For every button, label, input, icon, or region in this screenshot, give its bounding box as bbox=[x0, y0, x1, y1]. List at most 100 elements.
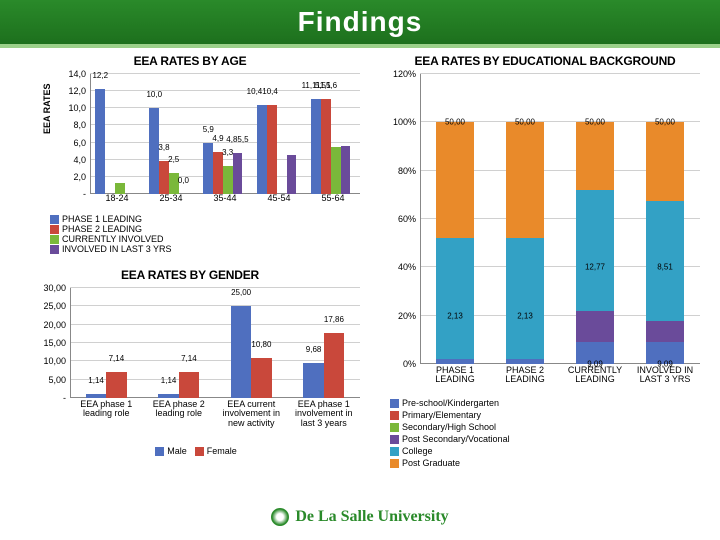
legend-item: Primary/Elementary bbox=[390, 410, 545, 420]
ytick: 20,00 bbox=[43, 320, 66, 330]
ytick: 0% bbox=[403, 359, 416, 369]
bar bbox=[324, 333, 344, 398]
bar-stack bbox=[646, 201, 685, 322]
chart-edu-title: EEA RATES BY EDUCATIONAL BACKGROUND bbox=[380, 54, 710, 68]
xtick: EEA phase 1 involvement in last 3 years bbox=[290, 400, 359, 428]
legend-item: Post Secondary/Vocational bbox=[390, 434, 545, 444]
bar bbox=[287, 155, 297, 194]
value-label: 12,77 bbox=[585, 263, 605, 272]
chart-age-legend: PHASE 1 LEADINGPHASE 2 LEADINGCURRENTLY … bbox=[50, 214, 360, 254]
chart-age-plot: EEA RATES -2,04,06,08,010,012,014,012,21… bbox=[90, 74, 360, 194]
ytick: 10,00 bbox=[43, 356, 66, 366]
legend-item: Post Graduate bbox=[390, 458, 545, 468]
ytick: 15,00 bbox=[43, 338, 66, 348]
ytick: 120% bbox=[393, 69, 416, 79]
ytick: 2,0 bbox=[73, 172, 86, 182]
bar-stack bbox=[646, 321, 685, 342]
value-label: 50,00 bbox=[655, 118, 675, 127]
xtick: PHASE 2 LEADING bbox=[491, 366, 559, 385]
value-label: 25,00 bbox=[231, 288, 251, 297]
ytick: 12,0 bbox=[68, 86, 86, 96]
bar bbox=[159, 161, 169, 194]
footer: De La Salle University bbox=[0, 494, 720, 540]
chart-age-title: EEA RATES BY AGE bbox=[20, 54, 360, 68]
xtick: EEA current involvement in new activity bbox=[217, 400, 286, 428]
xtick: INVOLVED IN LAST 3 YRS bbox=[631, 366, 699, 385]
legend-item: PHASE 2 LEADING bbox=[50, 224, 200, 234]
legend-item: INVOLVED IN LAST 3 YRS bbox=[50, 244, 200, 254]
ytick: 14,0 bbox=[68, 69, 86, 79]
ytick: 60% bbox=[398, 214, 416, 224]
legend-label: PHASE 2 LEADING bbox=[62, 224, 142, 234]
value-label: 3,8 bbox=[158, 143, 169, 152]
chart-gender-title: EEA RATES BY GENDER bbox=[20, 268, 360, 282]
legend-label: CURRENTLY INVOLVED bbox=[62, 234, 164, 244]
legend-label: College bbox=[402, 446, 433, 456]
bar bbox=[95, 89, 105, 194]
ytick: 80% bbox=[398, 166, 416, 176]
value-label: 7,14 bbox=[109, 354, 125, 363]
ytick: 40% bbox=[398, 262, 416, 272]
xtick: 35-44 bbox=[213, 194, 236, 203]
chart-edu-legend: Pre-school/Kindergarten Primary/Elementar… bbox=[390, 398, 710, 470]
value-label: 1,14 bbox=[88, 376, 104, 385]
ytick: 30,00 bbox=[43, 283, 66, 293]
bar bbox=[341, 146, 351, 194]
value-label: 10,80 bbox=[251, 340, 271, 349]
xtick: CURRENTLY LEADING bbox=[561, 366, 629, 385]
value-label: 2,13 bbox=[447, 311, 463, 320]
bar bbox=[231, 306, 251, 398]
bar-stack bbox=[436, 238, 475, 359]
value-label: 9,68 bbox=[306, 345, 322, 354]
bar bbox=[311, 99, 321, 194]
ytick: 5,00 bbox=[48, 375, 66, 385]
bar bbox=[203, 143, 213, 194]
legend-item: PHASE 1 LEADING bbox=[50, 214, 200, 224]
value-label: 1,14 bbox=[161, 376, 177, 385]
bar-stack bbox=[646, 122, 685, 200]
value-label: 10,0 bbox=[146, 90, 162, 99]
chart-gender-xticks: EEA phase 1 leading roleEEA phase 2 lead… bbox=[70, 398, 360, 442]
chart-age-ylabel: EEA RATES bbox=[42, 83, 52, 134]
bar bbox=[331, 147, 341, 194]
legend-item: Pre-school/Kindergarten bbox=[390, 398, 545, 408]
value-label: 5,55,6 bbox=[315, 81, 337, 90]
chart-gender: EEA RATES BY GENDER -5,0010,0015,0020,00… bbox=[20, 268, 360, 456]
value-label: 4,9 bbox=[212, 134, 223, 143]
bar bbox=[213, 152, 223, 194]
value-label: 3,3 bbox=[222, 148, 233, 157]
value-label: 50,00 bbox=[515, 118, 535, 127]
bar-stack bbox=[506, 238, 545, 359]
value-label: 4,85,5 bbox=[226, 135, 248, 144]
title-bar: Findings bbox=[0, 0, 720, 48]
value-label: 2,13 bbox=[517, 311, 533, 320]
bar bbox=[223, 166, 233, 194]
value-label: 50,00 bbox=[445, 118, 465, 127]
bar-stack bbox=[576, 190, 615, 311]
ytick: 20% bbox=[398, 311, 416, 321]
ytick: 100% bbox=[393, 117, 416, 127]
legend-label: INVOLVED IN LAST 3 YRS bbox=[62, 244, 172, 254]
legend-item: Secondary/High School bbox=[390, 422, 545, 432]
ytick: 10,0 bbox=[68, 103, 86, 113]
chart-edu-xticks: PHASE 1 LEADINGPHASE 2 LEADINGCURRENTLY … bbox=[420, 364, 700, 394]
xtick: EEA phase 2 leading role bbox=[145, 400, 214, 419]
bar bbox=[303, 363, 323, 398]
legend-label: Secondary/High School bbox=[402, 422, 496, 432]
legend-label: Post Secondary/Vocational bbox=[402, 434, 510, 444]
value-label: 8,51 bbox=[657, 263, 673, 272]
legend-item: College bbox=[390, 446, 545, 456]
bar-stack bbox=[506, 122, 545, 238]
bar bbox=[267, 105, 277, 194]
page-title: Findings bbox=[298, 6, 423, 38]
chart-gender-legend: MaleFemale bbox=[100, 446, 300, 456]
bar bbox=[257, 105, 267, 194]
legend-label: Female bbox=[207, 446, 237, 456]
ytick: 6,0 bbox=[73, 138, 86, 148]
bar bbox=[321, 99, 331, 194]
legend-label: PHASE 1 LEADING bbox=[62, 214, 142, 224]
footer-logo-icon bbox=[271, 508, 289, 526]
value-label: 12,2 bbox=[92, 71, 108, 80]
xtick: EEA phase 1 leading role bbox=[72, 400, 141, 419]
value-label: 0,0 bbox=[178, 176, 189, 185]
